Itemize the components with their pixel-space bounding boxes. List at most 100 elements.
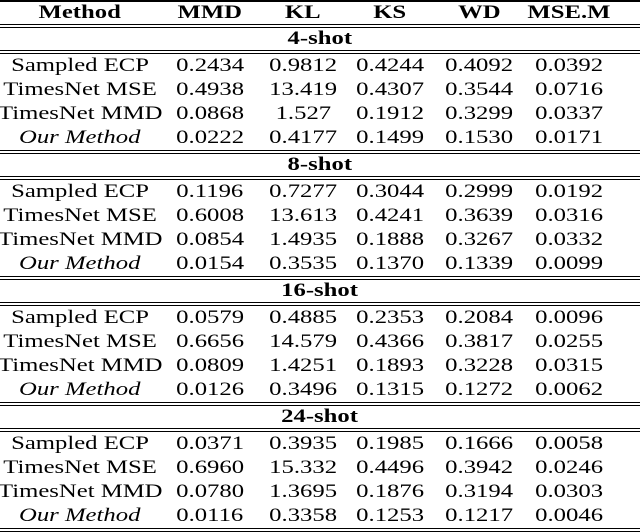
value-cell: 0.3544: [434, 78, 524, 102]
section-label-cell: 8-shot: [0, 150, 640, 180]
header-text: KS: [373, 2, 407, 23]
value-cell: 0.4244: [346, 52, 434, 78]
section-label: 4-shot: [287, 28, 353, 49]
cell-text: 0.1370: [356, 253, 424, 274]
table-row: Sampled ECP 0.0579 0.4885 0.2353 0.2084 …: [0, 304, 640, 330]
value-cell: 0.3935: [260, 430, 346, 456]
cell-text: 0.4244: [356, 55, 424, 76]
value-cell: 0.0255: [524, 330, 640, 354]
cell-text: 0.1912: [356, 103, 424, 124]
value-cell: 0.0246: [524, 456, 640, 480]
value-cell: 0.1370: [346, 252, 434, 278]
cell-text: 0.1499: [356, 127, 424, 148]
value-cell: 0.1196: [160, 178, 260, 204]
column-header-msem: MSE.M: [524, 1, 640, 28]
section-label-cell: 16-shot: [0, 276, 640, 306]
cell-text: 0.3817: [445, 331, 513, 352]
method-cell: Our Method: [0, 378, 160, 404]
value-cell: 0.4938: [160, 78, 260, 102]
cell-text: Our Method: [19, 505, 141, 526]
cell-text: 0.1217: [445, 505, 513, 526]
cell-text: 0.0854: [176, 229, 244, 250]
value-cell: 0.3496: [260, 378, 346, 404]
value-cell: 0.0046: [524, 504, 640, 530]
cell-text: Sampled ECP: [11, 55, 149, 76]
value-cell: 0.1499: [346, 126, 434, 152]
value-cell: 0.3267: [434, 228, 524, 252]
cell-text: 0.3358: [269, 505, 337, 526]
section-label-cell: 4-shot: [0, 24, 640, 54]
cell-text: TimesNet MMD: [0, 481, 163, 502]
cell-text: TimesNet MSE: [3, 205, 157, 226]
cell-text: 0.4938: [176, 79, 244, 100]
section-label-cell: 24-shot: [0, 402, 640, 432]
cell-text: 0.0337: [535, 103, 603, 124]
cell-text: 0.1985: [356, 433, 424, 454]
cell-text: 0.1888: [356, 229, 424, 250]
cell-text: 0.3299: [445, 103, 513, 124]
value-cell: 0.0315: [524, 354, 640, 378]
cell-text: 0.0192: [535, 181, 603, 202]
cell-text: 0.0332: [535, 229, 603, 250]
cell-text: 0.2353: [356, 307, 424, 328]
value-cell: 0.9812: [260, 52, 346, 78]
value-cell: 1.3695: [260, 480, 346, 504]
value-cell: 0.3817: [434, 330, 524, 354]
cell-text: 0.6656: [176, 331, 244, 352]
cell-text: 0.0716: [535, 79, 603, 100]
cell-text: 0.2434: [176, 55, 244, 76]
cell-text: 0.0222: [176, 127, 244, 148]
cell-text: 0.1272: [445, 379, 513, 400]
cell-text: 0.3639: [445, 205, 513, 226]
method-cell: Sampled ECP: [0, 304, 160, 330]
value-cell: 0.6656: [160, 330, 260, 354]
cell-text: 0.0255: [535, 331, 603, 352]
cell-text: 0.0058: [535, 433, 603, 454]
cell-text: 0.3496: [269, 379, 337, 400]
value-cell: 0.0171: [524, 126, 640, 152]
method-cell: Sampled ECP: [0, 430, 160, 456]
cell-text: 0.0780: [176, 481, 244, 502]
value-cell: 0.1912: [346, 102, 434, 126]
cell-text: 0.2084: [445, 307, 513, 328]
value-cell: 0.3942: [434, 456, 524, 480]
value-cell: 0.3194: [434, 480, 524, 504]
cell-text: 0.1253: [356, 505, 424, 526]
cell-text: 13.419: [269, 79, 337, 100]
value-cell: 0.3228: [434, 354, 524, 378]
value-cell: 0.0868: [160, 102, 260, 126]
value-cell: 0.1893: [346, 354, 434, 378]
table-row: Sampled ECP 0.2434 0.9812 0.4244 0.4092 …: [0, 52, 640, 78]
value-cell: 0.1253: [346, 504, 434, 530]
value-cell: 0.0316: [524, 204, 640, 228]
cell-text: 0.0046: [535, 505, 603, 526]
value-cell: 0.1339: [434, 252, 524, 278]
cell-text: 0.3267: [445, 229, 513, 250]
value-cell: 0.0058: [524, 430, 640, 456]
cell-text: 0.0096: [535, 307, 603, 328]
cell-text: 1.527: [275, 103, 331, 124]
value-cell: 0.0116: [160, 504, 260, 530]
cell-text: 0.4366: [356, 331, 424, 352]
value-cell: 0.4092: [434, 52, 524, 78]
cell-text: 1.4251: [269, 355, 337, 376]
cell-text: 0.0315: [535, 355, 603, 376]
cell-text: 0.1666: [445, 433, 513, 454]
cell-text: 0.6008: [176, 205, 244, 226]
cell-text: 0.6960: [176, 457, 244, 478]
table-row: TimesNet MMD 0.0809 1.4251 0.1893 0.3228…: [0, 354, 640, 378]
header-row: Method MMD KL KS WD MSE.M: [0, 1, 640, 28]
cell-text: 0.3942: [445, 457, 513, 478]
column-header-mmd: MMD: [160, 1, 260, 28]
table-row: TimesNet MSE 0.6656 14.579 0.4366 0.3817…: [0, 330, 640, 354]
table-row-our-method: Our Method 0.0154 0.3535 0.1370 0.1339 0…: [0, 252, 640, 278]
cell-text: 0.0099: [535, 253, 603, 274]
cell-text: 0.1876: [356, 481, 424, 502]
value-cell: 0.0332: [524, 228, 640, 252]
value-cell: 0.4177: [260, 126, 346, 152]
value-cell: 0.4496: [346, 456, 434, 480]
table-row: TimesNet MMD 0.0868 1.527 0.1912 0.3299 …: [0, 102, 640, 126]
cell-text: 0.0371: [176, 433, 244, 454]
cell-text: 0.3194: [445, 481, 513, 502]
